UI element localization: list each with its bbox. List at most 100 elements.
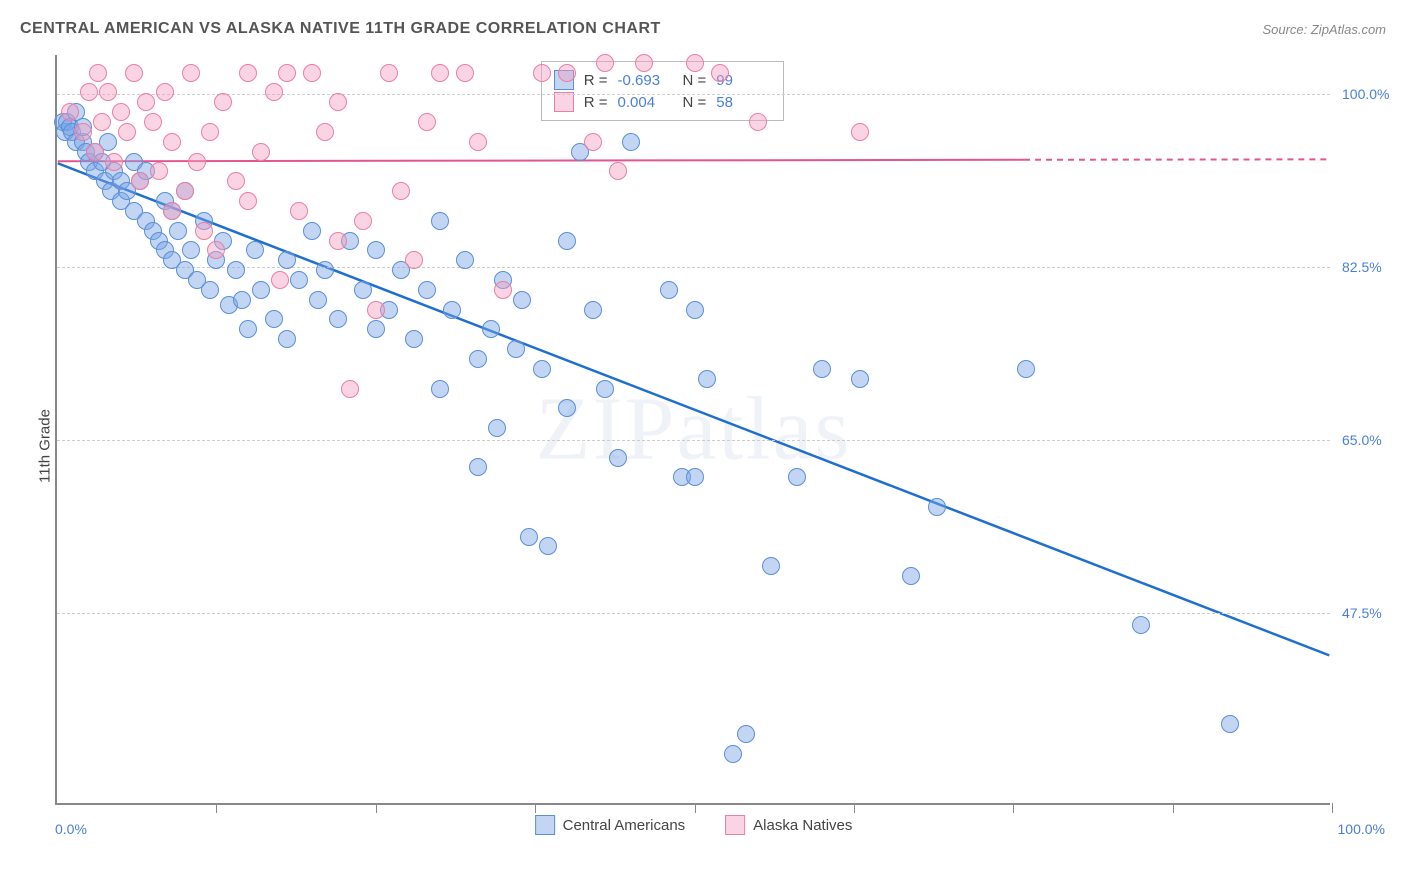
- data-point: [156, 83, 174, 101]
- data-point: [278, 64, 296, 82]
- data-point: [80, 83, 98, 101]
- data-point: [74, 123, 92, 141]
- data-point: [278, 251, 296, 269]
- series-legend: Central Americans Alaska Natives: [535, 815, 853, 835]
- data-point: [418, 281, 436, 299]
- data-point: [558, 64, 576, 82]
- data-point: [182, 64, 200, 82]
- data-point: [513, 291, 531, 309]
- data-point: [749, 113, 767, 131]
- data-point: [737, 725, 755, 743]
- data-point: [539, 537, 557, 555]
- data-point: [144, 113, 162, 131]
- x-tick: [1332, 803, 1333, 813]
- data-point: [201, 123, 219, 141]
- data-point: [392, 182, 410, 200]
- data-point: [252, 281, 270, 299]
- data-point: [431, 64, 449, 82]
- gridline-horizontal: [57, 613, 1330, 614]
- legend-stat-row: R =-0.693N =99: [554, 70, 772, 90]
- watermark-text: ZIPatlas: [536, 378, 852, 481]
- data-point: [367, 320, 385, 338]
- data-point: [596, 54, 614, 72]
- n-label: N =: [683, 72, 707, 89]
- data-point: [201, 281, 219, 299]
- legend-swatch: [725, 815, 745, 835]
- x-tick: [695, 803, 696, 813]
- data-point: [469, 350, 487, 368]
- data-point: [698, 370, 716, 388]
- data-point: [488, 419, 506, 437]
- data-point: [99, 83, 117, 101]
- data-point: [93, 113, 111, 131]
- r-label: R =: [584, 72, 608, 89]
- data-point: [1221, 715, 1239, 733]
- data-point: [290, 271, 308, 289]
- data-point: [418, 113, 436, 131]
- data-point: [686, 54, 704, 72]
- data-point: [622, 133, 640, 151]
- data-point: [303, 222, 321, 240]
- legend-item: Central Americans: [535, 815, 686, 835]
- data-point: [112, 103, 130, 121]
- data-point: [533, 360, 551, 378]
- data-point: [61, 103, 79, 121]
- data-point: [182, 241, 200, 259]
- r-value: -0.693: [618, 72, 673, 89]
- data-point: [316, 123, 334, 141]
- data-point: [89, 64, 107, 82]
- data-point: [609, 162, 627, 180]
- data-point: [902, 567, 920, 585]
- y-tick-label: 65.0%: [1342, 432, 1382, 448]
- data-point: [316, 261, 334, 279]
- data-point: [271, 271, 289, 289]
- y-tick-label: 82.5%: [1342, 259, 1382, 275]
- n-label: N =: [683, 94, 707, 111]
- x-tick: [1013, 803, 1014, 813]
- legend-label: Alaska Natives: [753, 817, 852, 834]
- data-point: [105, 153, 123, 171]
- data-point: [329, 310, 347, 328]
- data-point: [405, 330, 423, 348]
- x-axis-min-label: 0.0%: [55, 821, 87, 837]
- gridline-horizontal: [57, 267, 1330, 268]
- data-point: [584, 133, 602, 151]
- data-point: [125, 64, 143, 82]
- data-point: [239, 64, 257, 82]
- data-point: [724, 745, 742, 763]
- data-point: [265, 310, 283, 328]
- data-point: [482, 320, 500, 338]
- data-point: [660, 281, 678, 299]
- data-point: [329, 93, 347, 111]
- data-point: [431, 380, 449, 398]
- data-point: [507, 340, 525, 358]
- gridline-horizontal: [57, 440, 1330, 441]
- data-point: [329, 232, 347, 250]
- data-point: [163, 202, 181, 220]
- data-point: [188, 153, 206, 171]
- data-point: [494, 281, 512, 299]
- legend-label: Central Americans: [563, 817, 686, 834]
- source-attribution: Source: ZipAtlas.com: [1262, 22, 1386, 37]
- x-tick: [376, 803, 377, 813]
- data-point: [233, 291, 251, 309]
- data-point: [456, 64, 474, 82]
- data-point: [443, 301, 461, 319]
- data-point: [265, 83, 283, 101]
- n-value: 58: [716, 94, 771, 111]
- data-point: [558, 232, 576, 250]
- data-point: [851, 123, 869, 141]
- x-tick: [535, 803, 536, 813]
- data-point: [405, 251, 423, 269]
- data-point: [456, 251, 474, 269]
- data-point: [118, 123, 136, 141]
- trend-line: [58, 163, 1330, 655]
- legend-swatch: [535, 815, 555, 835]
- data-point: [278, 330, 296, 348]
- data-point: [137, 93, 155, 111]
- data-point: [150, 162, 168, 180]
- y-tick-label: 47.5%: [1342, 605, 1382, 621]
- x-tick: [854, 803, 855, 813]
- legend-item: Alaska Natives: [725, 815, 852, 835]
- gridline-horizontal: [57, 94, 1330, 95]
